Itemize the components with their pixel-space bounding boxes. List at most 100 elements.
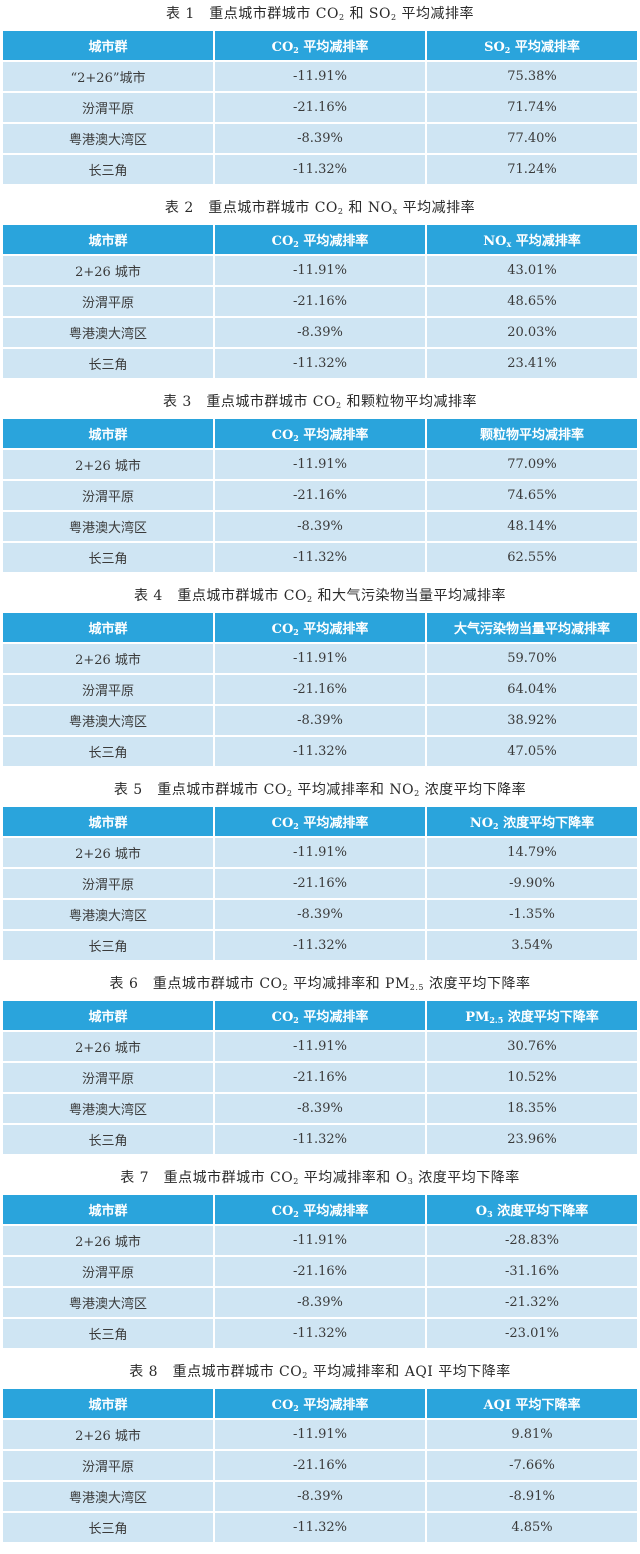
cell-city-group: 2+26 城市 — [3, 1226, 213, 1255]
cell-metric-rate: 77.40% — [427, 124, 637, 153]
header-city-group: 城市群 — [3, 1389, 213, 1418]
header-co2-rate-co2-a: CO — [271, 622, 294, 637]
header-row: 城市群 CO2 平均减排率 SO2 平均减排率 — [3, 31, 637, 60]
cell-metric-rate: -23.01% — [427, 1319, 637, 1348]
header-co2-rate-co2-s: 2 — [293, 627, 299, 637]
caption-mid: 和 SO — [344, 6, 391, 22]
header-co2-rate: CO2 平均减排率 — [215, 225, 425, 254]
header-metric-rate-m-a: AQI 平均下降率 — [483, 1398, 581, 1413]
cell-metric-rate: 30.76% — [427, 1032, 637, 1061]
header-metric-rate-m-b: 浓度平均下降率 — [492, 1204, 589, 1219]
cell-city-group: 汾渭平原 — [3, 1063, 213, 1092]
header-city-group: 城市群 — [3, 1001, 213, 1030]
caption-s2: 2.5 — [409, 983, 425, 992]
table-row: 汾渭平原 -21.16% 71.74% — [3, 93, 637, 122]
cell-city-group: 粤港澳大湾区 — [3, 1482, 213, 1511]
caption-mid: 和大气污染物当量平均减排率 — [312, 588, 507, 604]
header-metric-rate-m-b: 浓度平均下降率 — [503, 1010, 599, 1025]
cell-co2-rate: -8.39% — [215, 318, 425, 347]
header-row: 城市群 CO2 平均减排率 大气污染物当量平均减排率 — [3, 613, 637, 642]
cell-city-group: 粤港澳大湾区 — [3, 512, 213, 541]
caption-pre: 表 1 重点城市群城市 CO — [165, 6, 339, 22]
header-metric-rate: 颗粒物平均减排率 — [427, 419, 637, 448]
table-caption: 表 6 重点城市群城市 CO2 平均减排率和 PM2.5 浓度平均下降率 — [0, 970, 640, 999]
table-caption: 表 2 重点城市群城市 CO2 和 NOx 平均减排率 — [0, 194, 640, 223]
header-co2-rate-co2-a: CO — [271, 1398, 294, 1413]
table-row: 汾渭平原 -21.16% -31.16% — [3, 1257, 637, 1286]
header-co2-rate-co2-s: 2 — [293, 1209, 299, 1219]
table-row: 2+26 城市 -11.91% 43.01% — [3, 256, 637, 285]
cell-city-group: 粤港澳大湾区 — [3, 706, 213, 735]
cell-co2-rate: -11.91% — [215, 838, 425, 867]
cell-co2-rate: -11.32% — [215, 737, 425, 766]
header-city-group: 城市群 — [3, 225, 213, 254]
cell-co2-rate: -8.39% — [215, 1482, 425, 1511]
header-row: 城市群 CO2 平均减排率 O3 浓度平均下降率 — [3, 1195, 637, 1224]
cell-metric-rate: 18.35% — [427, 1094, 637, 1123]
table-row: 长三角 -11.32% 71.24% — [3, 155, 637, 184]
cell-city-group: 粤港澳大湾区 — [3, 1288, 213, 1317]
caption-post: 浓度平均下降率 — [413, 1170, 520, 1186]
cell-co2-rate: -8.39% — [215, 900, 425, 929]
data-table: 城市群 CO2 平均减排率 O3 浓度平均下降率 2+26 城市 -11.91% -28.… — [1, 1193, 639, 1350]
table-block-6: 表 6 重点城市群城市 CO2 平均减排率和 PM2.5 浓度平均下降率 城市群 C… — [0, 970, 640, 1164]
cell-metric-rate: 3.54% — [427, 931, 637, 960]
cell-metric-rate: -9.90% — [427, 869, 637, 898]
header-metric-rate-m-s: 2 — [493, 821, 499, 831]
header-city-group: 城市群 — [3, 1195, 213, 1224]
header-city-group: 城市群 — [3, 31, 213, 60]
table-row: 长三角 -11.32% 47.05% — [3, 737, 637, 766]
cell-metric-rate: 14.79% — [427, 838, 637, 867]
header-metric-rate-m-b: 平均减排率 — [510, 40, 580, 55]
table-row: 粤港澳大湾区 -8.39% -8.91% — [3, 1482, 637, 1511]
cell-co2-rate: -8.39% — [215, 1288, 425, 1317]
header-co2-rate-co2-s: 2 — [293, 821, 299, 831]
header-row: 城市群 CO2 平均减排率 NOx 平均减排率 — [3, 225, 637, 254]
cell-city-group: 长三角 — [3, 1513, 213, 1542]
caption-pre: 表 2 重点城市群城市 CO — [164, 200, 338, 216]
cell-metric-rate: 64.04% — [427, 675, 637, 704]
table-row: 2+26 城市 -11.91% 14.79% — [3, 838, 637, 867]
header-co2-rate-co2-s: 2 — [293, 1015, 299, 1025]
cell-co2-rate: -11.91% — [215, 1226, 425, 1255]
header-metric-rate: O3 浓度平均下降率 — [427, 1195, 637, 1224]
caption-s2: 3 — [407, 1177, 414, 1186]
table-caption: 表 5 重点城市群城市 CO2 平均减排率和 NO2 浓度平均下降率 — [0, 776, 640, 805]
caption-pre: 表 7 重点城市群城市 CO — [120, 1170, 294, 1186]
cell-metric-rate: 20.03% — [427, 318, 637, 347]
header-metric-rate-m-s: 2 — [504, 45, 511, 55]
table-row: 长三角 -11.32% 3.54% — [3, 931, 637, 960]
caption-s1: 2 — [302, 1371, 308, 1380]
cell-city-group: 2+26 城市 — [3, 450, 213, 479]
table-row: 长三角 -11.32% 62.55% — [3, 543, 637, 572]
header-co2-rate: CO2 平均减排率 — [215, 1389, 425, 1418]
table-caption: 表 1 重点城市群城市 CO2 和 SO2 平均减排率 — [0, 0, 640, 29]
table-row: 汾渭平原 -21.16% 48.65% — [3, 287, 637, 316]
cell-metric-rate: -31.16% — [427, 1257, 637, 1286]
caption-s1: 2 — [282, 983, 289, 992]
cell-city-group: 粤港澳大湾区 — [3, 318, 213, 347]
table-row: 粤港澳大湾区 -8.39% 38.92% — [3, 706, 637, 735]
cell-co2-rate: -21.16% — [215, 675, 425, 704]
cell-co2-rate: -11.91% — [215, 1420, 425, 1449]
cell-city-group: 粤港澳大湾区 — [3, 1094, 213, 1123]
table-row: 汾渭平原 -21.16% -9.90% — [3, 869, 637, 898]
table-block-3: 表 3 重点城市群城市 CO2 和颗粒物平均减排率 城市群 CO2 平均减排率 颗粒物… — [0, 388, 640, 582]
header-co2-rate: CO2 平均减排率 — [215, 1195, 425, 1224]
cell-city-group: 长三角 — [3, 1125, 213, 1154]
cell-co2-rate: -21.16% — [215, 1451, 425, 1480]
table-caption: 表 7 重点城市群城市 CO2 平均减排率和 O3 浓度平均下降率 — [0, 1164, 640, 1193]
cell-city-group: 粤港澳大湾区 — [3, 124, 213, 153]
header-metric-rate-m-a: NO — [483, 234, 507, 249]
table-row: “2+26”城市 -11.91% 75.38% — [3, 62, 637, 91]
table-row: 2+26 城市 -11.91% 77.09% — [3, 450, 637, 479]
header-city-group: 城市群 — [3, 613, 213, 642]
data-table: 城市群 CO2 平均减排率 SO2 平均减排率 “2+26”城市 -11.91% 75.3… — [1, 29, 639, 186]
table-caption: 表 8 重点城市群城市 CO2 平均减排率和 AQI 平均下降率 — [0, 1358, 640, 1387]
cell-metric-rate: -28.83% — [427, 1226, 637, 1255]
cell-metric-rate: 47.05% — [427, 737, 637, 766]
caption-pre: 表 4 重点城市群城市 CO — [133, 588, 307, 604]
header-co2-rate-co2-b: 平均减排率 — [298, 428, 369, 443]
table-row: 汾渭平原 -21.16% 64.04% — [3, 675, 637, 704]
